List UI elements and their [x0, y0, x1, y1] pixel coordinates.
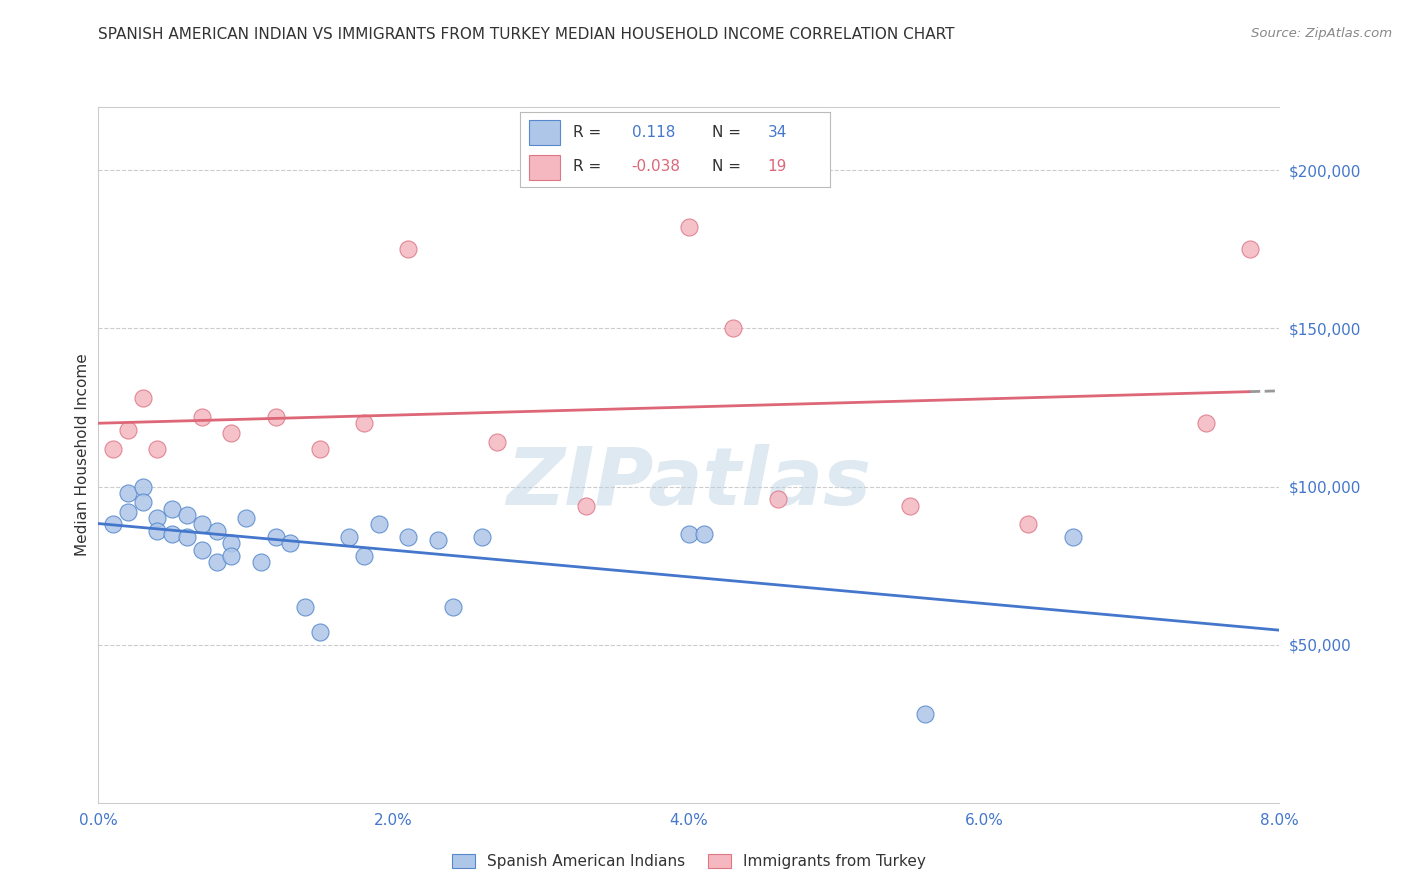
Point [693, 527, 716, 541]
Point [1194, 417, 1216, 431]
Point [117, 423, 139, 437]
Point [337, 530, 360, 544]
FancyBboxPatch shape [530, 120, 561, 145]
Point [678, 527, 700, 541]
FancyBboxPatch shape [530, 154, 561, 179]
Point [900, 499, 922, 513]
Text: R =: R = [572, 159, 600, 174]
Point [574, 499, 596, 513]
Point [1062, 530, 1084, 544]
Point [103, 517, 125, 532]
Point [294, 599, 316, 614]
Point [471, 530, 494, 544]
Point [1239, 243, 1261, 257]
Text: SPANISH AMERICAN INDIAN VS IMMIGRANTS FROM TURKEY MEDIAN HOUSEHOLD INCOME CORREL: SPANISH AMERICAN INDIAN VS IMMIGRANTS FR… [98, 27, 955, 42]
Point [485, 435, 508, 450]
Point [396, 243, 419, 257]
Point [721, 321, 744, 335]
Point [308, 625, 332, 640]
Point [235, 511, 257, 525]
Point [191, 409, 214, 424]
Point [396, 530, 419, 544]
Point [103, 442, 125, 456]
Point [146, 524, 169, 538]
Point [278, 536, 302, 550]
Point [132, 479, 155, 493]
Point [132, 495, 155, 509]
Point [441, 599, 464, 614]
Text: N =: N = [711, 159, 741, 174]
Text: R =: R = [572, 125, 600, 140]
Point [367, 517, 389, 532]
Text: Source: ZipAtlas.com: Source: ZipAtlas.com [1251, 27, 1392, 40]
Point [191, 542, 214, 557]
Point [205, 556, 228, 570]
Point [264, 409, 287, 424]
Point [162, 501, 183, 516]
Point [308, 442, 332, 456]
Point [132, 391, 155, 405]
Point [353, 417, 375, 431]
Text: N =: N = [711, 125, 741, 140]
Point [1017, 517, 1039, 532]
Point [914, 707, 936, 722]
Point [191, 517, 214, 532]
Point [176, 530, 198, 544]
Text: ZIPatlas: ZIPatlas [506, 443, 872, 522]
Point [176, 508, 198, 522]
Y-axis label: Median Household Income: Median Household Income [75, 353, 90, 557]
Point [766, 492, 789, 507]
Text: 34: 34 [768, 125, 787, 140]
Point [205, 524, 228, 538]
Point [117, 505, 139, 519]
Point [678, 220, 700, 235]
Legend: Spanish American Indians, Immigrants from Turkey: Spanish American Indians, Immigrants fro… [446, 848, 932, 875]
Point [219, 549, 242, 563]
Point [146, 442, 169, 456]
Point [117, 486, 139, 500]
Point [146, 511, 169, 525]
Point [219, 536, 242, 550]
Text: 19: 19 [768, 159, 787, 174]
Point [219, 425, 242, 440]
Text: -0.038: -0.038 [631, 159, 681, 174]
Point [264, 530, 287, 544]
Point [353, 549, 375, 563]
Point [162, 527, 183, 541]
Point [250, 556, 273, 570]
Point [426, 533, 449, 548]
Text: 0.118: 0.118 [631, 125, 675, 140]
